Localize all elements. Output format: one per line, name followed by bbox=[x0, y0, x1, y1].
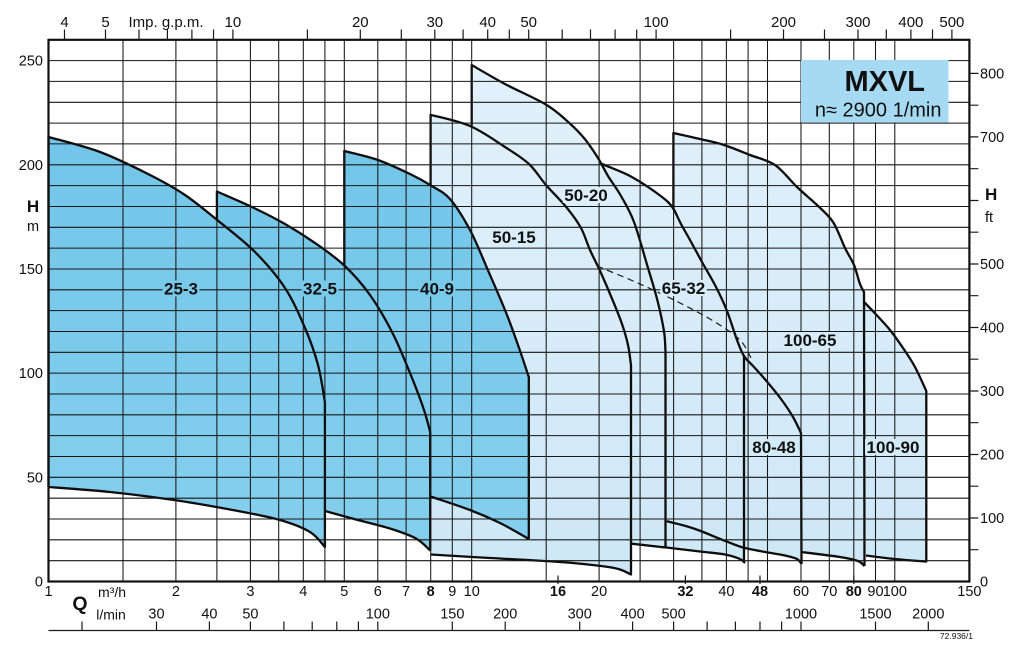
svg-text:Imp. g.p.m.: Imp. g.p.m. bbox=[128, 14, 203, 31]
svg-text:5: 5 bbox=[340, 584, 348, 600]
svg-text:100-65: 100-65 bbox=[784, 331, 837, 350]
svg-text:100: 100 bbox=[366, 607, 390, 623]
svg-text:2: 2 bbox=[172, 584, 180, 600]
svg-text:H: H bbox=[27, 197, 39, 216]
svg-text:90: 90 bbox=[867, 584, 883, 600]
svg-text:30: 30 bbox=[426, 14, 443, 31]
svg-text:250: 250 bbox=[19, 54, 43, 70]
svg-text:150: 150 bbox=[19, 262, 43, 278]
svg-text:200: 200 bbox=[19, 158, 43, 174]
svg-text:10: 10 bbox=[225, 14, 242, 31]
svg-text:m: m bbox=[27, 219, 39, 235]
svg-text:40: 40 bbox=[718, 584, 734, 600]
svg-text:9: 9 bbox=[448, 584, 456, 600]
svg-text:ft: ft bbox=[985, 210, 993, 226]
svg-text:48: 48 bbox=[752, 584, 768, 600]
svg-text:25-3: 25-3 bbox=[164, 280, 198, 299]
svg-text:n≈ 2900 1/min: n≈ 2900 1/min bbox=[815, 100, 942, 122]
svg-text:H: H bbox=[985, 185, 997, 204]
svg-text:500: 500 bbox=[939, 14, 964, 31]
svg-text:80-48: 80-48 bbox=[752, 438, 795, 457]
svg-text:50: 50 bbox=[242, 607, 258, 623]
svg-text:40-9: 40-9 bbox=[420, 280, 454, 299]
svg-text:2000: 2000 bbox=[912, 607, 944, 623]
svg-text:40: 40 bbox=[479, 14, 496, 31]
svg-text:200: 200 bbox=[493, 607, 517, 623]
svg-text:50-20: 50-20 bbox=[564, 186, 607, 205]
svg-text:70: 70 bbox=[821, 584, 837, 600]
svg-text:500: 500 bbox=[661, 607, 685, 623]
svg-text:1000: 1000 bbox=[785, 607, 817, 623]
svg-text:7: 7 bbox=[402, 584, 410, 600]
svg-text:100: 100 bbox=[644, 14, 669, 31]
svg-text:Q: Q bbox=[72, 593, 87, 615]
svg-text:50: 50 bbox=[520, 14, 537, 31]
svg-text:8: 8 bbox=[427, 584, 435, 600]
svg-text:20: 20 bbox=[591, 584, 607, 600]
svg-text:40: 40 bbox=[201, 607, 217, 623]
svg-text:150: 150 bbox=[440, 607, 464, 623]
svg-text:300: 300 bbox=[980, 384, 1004, 400]
svg-text:4: 4 bbox=[299, 584, 307, 600]
svg-text:l/min: l/min bbox=[96, 607, 126, 623]
svg-text:100: 100 bbox=[19, 366, 43, 382]
svg-text:MXVL: MXVL bbox=[844, 66, 925, 98]
svg-text:10: 10 bbox=[464, 584, 480, 600]
svg-text:0: 0 bbox=[980, 575, 988, 591]
svg-text:32: 32 bbox=[677, 584, 693, 600]
svg-text:20: 20 bbox=[352, 14, 369, 31]
svg-text:5: 5 bbox=[101, 14, 109, 31]
svg-text:400: 400 bbox=[620, 607, 644, 623]
svg-text:150: 150 bbox=[957, 584, 981, 600]
svg-text:4: 4 bbox=[60, 14, 68, 31]
svg-text:700: 700 bbox=[980, 130, 1004, 146]
svg-text:100-90: 100-90 bbox=[867, 438, 920, 457]
svg-text:300: 300 bbox=[845, 14, 870, 31]
svg-text:50-15: 50-15 bbox=[492, 228, 535, 247]
svg-text:500: 500 bbox=[980, 257, 1004, 273]
svg-text:30: 30 bbox=[148, 607, 164, 623]
svg-text:50: 50 bbox=[27, 470, 43, 486]
svg-text:32-5: 32-5 bbox=[303, 280, 337, 299]
svg-text:80: 80 bbox=[846, 584, 862, 600]
svg-text:16: 16 bbox=[550, 584, 566, 600]
svg-text:1: 1 bbox=[44, 584, 52, 600]
svg-text:1500: 1500 bbox=[859, 607, 891, 623]
svg-text:3: 3 bbox=[246, 584, 254, 600]
svg-text:800: 800 bbox=[980, 66, 1004, 82]
svg-text:100: 100 bbox=[980, 511, 1004, 527]
svg-text:100: 100 bbox=[883, 584, 907, 600]
svg-text:m³/h: m³/h bbox=[98, 584, 126, 600]
svg-text:400: 400 bbox=[898, 14, 923, 31]
svg-text:60: 60 bbox=[793, 584, 809, 600]
svg-text:72.936/1: 72.936/1 bbox=[940, 631, 973, 641]
svg-text:400: 400 bbox=[980, 321, 1004, 337]
svg-text:200: 200 bbox=[980, 448, 1004, 464]
svg-text:0: 0 bbox=[35, 575, 43, 591]
svg-text:65-32: 65-32 bbox=[662, 279, 705, 298]
svg-text:6: 6 bbox=[374, 584, 382, 600]
svg-text:200: 200 bbox=[771, 14, 796, 31]
svg-text:300: 300 bbox=[568, 607, 592, 623]
